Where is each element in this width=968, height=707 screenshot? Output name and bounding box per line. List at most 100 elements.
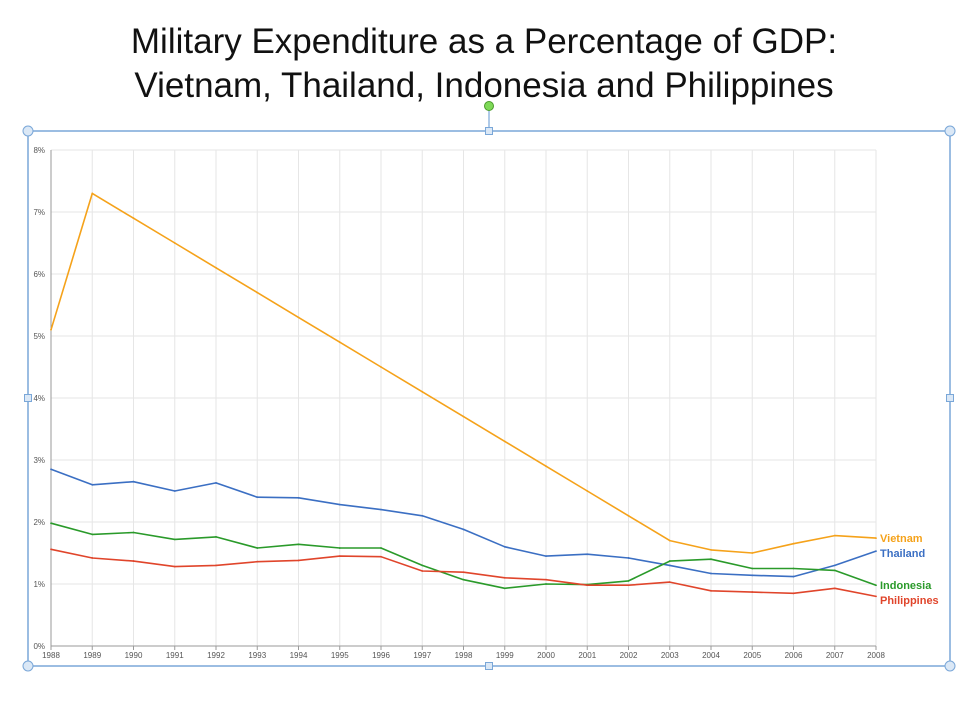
data-point-vietnam bbox=[751, 552, 754, 554]
data-point-philippines bbox=[627, 584, 630, 587]
data-point-indonesia bbox=[545, 583, 547, 585]
x-tick-label: 2004 bbox=[702, 651, 720, 660]
data-point-vietnam bbox=[875, 537, 877, 540]
data-point-philippines bbox=[256, 560, 259, 563]
edge-resize-handle[interactable] bbox=[485, 127, 493, 135]
data-point-thailand bbox=[545, 555, 547, 557]
data-point-philippines bbox=[586, 584, 589, 587]
data-point-vietnam bbox=[50, 328, 52, 331]
data-point-indonesia bbox=[50, 522, 52, 525]
y-tick-label: 4% bbox=[33, 394, 45, 403]
data-point-thailand bbox=[792, 575, 795, 578]
data-point-philippines bbox=[132, 560, 135, 562]
x-tick-label: 1988 bbox=[42, 651, 60, 660]
data-point-vietnam bbox=[668, 539, 671, 542]
data-point-indonesia bbox=[421, 564, 424, 567]
data-point-vietnam bbox=[380, 366, 382, 368]
x-tick-label: 1990 bbox=[125, 651, 143, 660]
data-point-philippines bbox=[338, 555, 341, 557]
data-point-philippines bbox=[380, 555, 382, 558]
data-point-thailand bbox=[751, 574, 754, 577]
data-point-indonesia bbox=[710, 558, 712, 561]
legend-label-philippines: Philippines bbox=[880, 595, 939, 607]
rotate-handle[interactable] bbox=[484, 101, 494, 111]
legend-label-thailand: Thailand bbox=[880, 548, 925, 560]
data-point-indonesia bbox=[668, 560, 671, 562]
data-point-vietnam bbox=[503, 440, 506, 443]
y-tick-label: 3% bbox=[33, 456, 45, 465]
data-point-philippines bbox=[545, 578, 547, 581]
data-point-vietnam bbox=[256, 291, 259, 294]
x-tick-label: 1993 bbox=[248, 651, 266, 660]
x-tick-label: 1995 bbox=[331, 651, 349, 660]
y-tick-label: 2% bbox=[33, 518, 45, 527]
x-tick-label: 2000 bbox=[537, 651, 555, 660]
data-point-thailand bbox=[50, 468, 52, 471]
data-point-vietnam bbox=[545, 465, 547, 468]
data-point-indonesia bbox=[627, 580, 630, 582]
legend-label-indonesia: Indonesia bbox=[880, 580, 932, 592]
x-tick-label: 2007 bbox=[826, 651, 844, 660]
data-point-thailand bbox=[833, 564, 836, 567]
x-tick-label: 1991 bbox=[166, 651, 184, 660]
x-tick-label: 1992 bbox=[207, 651, 225, 660]
data-point-indonesia bbox=[297, 543, 300, 546]
y-tick-label: 6% bbox=[33, 270, 45, 279]
data-point-vietnam bbox=[215, 266, 217, 269]
data-point-philippines bbox=[875, 595, 877, 598]
x-tick-label: 2006 bbox=[785, 651, 803, 660]
selection-frame[interactable] bbox=[22, 101, 956, 672]
data-point-thailand bbox=[338, 503, 341, 506]
corner-resize-handle[interactable] bbox=[944, 125, 956, 137]
data-point-thailand bbox=[256, 496, 259, 499]
data-point-thailand bbox=[627, 557, 630, 559]
data-point-vietnam bbox=[173, 242, 176, 244]
data-point-philippines bbox=[421, 570, 424, 572]
data-point-thailand bbox=[875, 550, 877, 553]
data-point-indonesia bbox=[256, 547, 259, 549]
data-point-philippines bbox=[503, 576, 506, 579]
data-point-vietnam bbox=[586, 490, 589, 492]
axes: 0% 1% 2% 3% 4% 5% 6% 7% 8% 1988 1989 1990 1991 1992 19… bbox=[33, 146, 885, 660]
data-point-thailand bbox=[586, 553, 589, 556]
data-point-vietnam bbox=[710, 549, 712, 551]
data-point-indonesia bbox=[751, 567, 754, 570]
data-point-indonesia bbox=[91, 533, 94, 536]
data-point-indonesia bbox=[792, 567, 795, 570]
corner-resize-handle[interactable] bbox=[944, 660, 956, 672]
data-point-indonesia bbox=[503, 587, 506, 590]
x-tick-label: 1997 bbox=[413, 651, 431, 660]
data-point-philippines bbox=[833, 587, 836, 590]
edge-resize-handle[interactable] bbox=[946, 394, 954, 402]
x-tick-label: 2001 bbox=[578, 651, 596, 660]
data-point-vietnam bbox=[132, 217, 135, 220]
data-point-indonesia bbox=[380, 547, 382, 549]
data-point-vietnam bbox=[421, 390, 424, 393]
legend: Vietnam Thailand Indonesia Philippines bbox=[880, 533, 939, 607]
data-point-vietnam bbox=[627, 514, 630, 517]
data-point-philippines bbox=[297, 559, 300, 562]
data-point-philippines bbox=[751, 591, 754, 593]
data-point-thailand bbox=[91, 483, 94, 486]
data-point-philippines bbox=[792, 592, 795, 595]
data-point-indonesia bbox=[132, 531, 135, 534]
corner-resize-handle[interactable] bbox=[22, 660, 34, 672]
data-point-thailand bbox=[132, 480, 135, 483]
corner-resize-handle[interactable] bbox=[22, 125, 34, 137]
data-point-thailand bbox=[668, 564, 671, 567]
data-point-vietnam bbox=[91, 192, 94, 195]
x-tick-label: 2003 bbox=[661, 651, 679, 660]
edge-resize-handle[interactable] bbox=[24, 394, 32, 402]
edge-resize-handle[interactable] bbox=[485, 662, 493, 670]
data-point-thailand bbox=[173, 490, 176, 492]
y-tick-label: 7% bbox=[33, 208, 45, 217]
x-tick-label: 1996 bbox=[372, 651, 390, 660]
x-tick-label: 1999 bbox=[496, 651, 514, 660]
legend-label-vietnam: Vietnam bbox=[880, 533, 923, 545]
data-point-indonesia bbox=[215, 535, 217, 538]
data-point-indonesia bbox=[462, 578, 465, 581]
chart-title-line-2: Vietnam, Thailand, Indonesia and Philipp… bbox=[134, 66, 834, 105]
y-tick-label: 8% bbox=[33, 146, 45, 155]
data-point-vietnam bbox=[338, 341, 341, 344]
